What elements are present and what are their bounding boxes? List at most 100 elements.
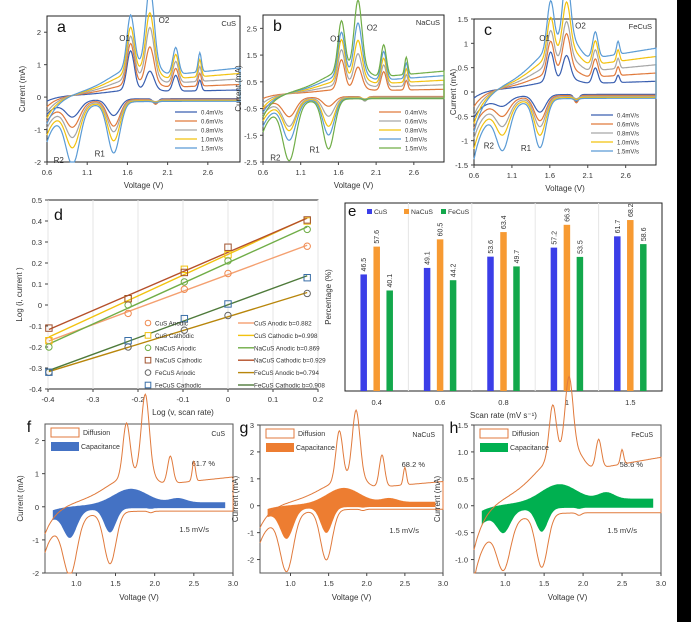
data-point-NaCuS Anodic bbox=[224, 257, 232, 265]
y-tick-label: 0 bbox=[37, 93, 41, 102]
x-tick-label: 1.6 bbox=[545, 171, 555, 180]
y-tick-label: 3 bbox=[250, 421, 254, 430]
fit-line-FeCuS Anodic bbox=[48, 291, 308, 373]
x-tick-label: 1.0 bbox=[500, 579, 510, 588]
panel-a: -2 -1 0 1 2 0.6 1.1 1.6 2.1 2.6 Voltage (V) Current… bbox=[18, 0, 241, 190]
x-tick-label: 2.0 bbox=[149, 579, 159, 588]
legend-label: 1.5mV/s bbox=[617, 150, 639, 156]
panel-label: g bbox=[240, 420, 249, 437]
y-axis-label: Current (mA) bbox=[433, 476, 442, 523]
cv-curve-1.5mV/s bbox=[262, 0, 445, 162]
data-point-NaCuS Anodic bbox=[180, 278, 189, 286]
x-tick-label: 1.5 bbox=[539, 579, 549, 588]
legend-label: Capacitance bbox=[81, 444, 120, 451]
bar-value-label: 49.7 bbox=[514, 250, 521, 264]
material-label: CuS bbox=[211, 431, 225, 438]
legend-swatch-capacitance bbox=[480, 443, 508, 452]
legend-label: Capacitance bbox=[296, 445, 335, 452]
legend-swatch-capacitance bbox=[266, 443, 294, 452]
x-tick-label: 0.4 bbox=[371, 398, 381, 407]
panel-label: h bbox=[450, 420, 459, 437]
diffusion-outline bbox=[473, 375, 662, 574]
x-axis-label: Scan rate (mV s⁻¹) bbox=[470, 411, 537, 420]
data-point-NaCuS Anodic bbox=[45, 343, 53, 351]
legend-label: Diffusion bbox=[512, 431, 539, 438]
material-label: NaCuS bbox=[412, 432, 435, 439]
legend-label: 1.5mV/s bbox=[201, 147, 223, 153]
peak-label-R2: R2 bbox=[484, 142, 495, 151]
y-tick-label: 1.5 bbox=[458, 15, 468, 24]
x-tick-label: 1.5 bbox=[323, 579, 333, 588]
fit-line-CuS Cathodic bbox=[48, 217, 308, 338]
y-tick-label: -1 bbox=[32, 536, 39, 545]
x-tick-label: 2.1 bbox=[162, 168, 172, 177]
data-point-FeCuS Cathodic bbox=[180, 314, 189, 323]
data-point-FeCuS Cathodic bbox=[303, 274, 311, 282]
x-tick-label: 3.0 bbox=[438, 579, 448, 588]
legend-label: 0.4mV/s bbox=[405, 111, 427, 117]
bar-value-label: 58.6 bbox=[641, 227, 648, 241]
legend-marker bbox=[144, 381, 152, 389]
legend-label: Capacitance bbox=[510, 445, 549, 452]
x-tick-label: 1.6 bbox=[122, 168, 132, 177]
x-axis-label: Voltage (V) bbox=[548, 593, 588, 602]
bar-FeCuS-0.8 bbox=[513, 266, 520, 391]
bar-NaCuS-1 bbox=[563, 224, 571, 391]
y-tick-label: -1 bbox=[34, 126, 41, 135]
capacitance-percent: 58.6 % bbox=[620, 460, 644, 469]
x-tick-label: 0.6 bbox=[469, 171, 479, 180]
x-tick-label: 0 bbox=[226, 395, 230, 404]
x-tick-label: 3.0 bbox=[656, 579, 666, 588]
x-tick-label: 0.2 bbox=[313, 395, 323, 404]
material-label: FeCuS bbox=[631, 432, 653, 439]
diffusion-outline bbox=[259, 409, 444, 573]
legend-label: 1.0mV/s bbox=[617, 141, 639, 147]
bar-value-label: 60.5 bbox=[438, 223, 445, 237]
x-tick-label: 1.1 bbox=[82, 168, 92, 177]
scan-rate-label: 1.5 mV/s bbox=[389, 526, 419, 535]
capacitance-area bbox=[52, 488, 226, 538]
legend-marker bbox=[144, 344, 152, 352]
peak-label-R2: R2 bbox=[54, 156, 65, 165]
material-label: CuS bbox=[221, 19, 236, 28]
material-label: FeCuS bbox=[629, 22, 652, 31]
bar-value-label: 46.5 bbox=[361, 258, 368, 272]
bar-FeCuS-1 bbox=[576, 256, 584, 391]
y-axis-label: Log (i, current ) bbox=[15, 267, 24, 322]
legend-label: 0.8mV/s bbox=[617, 132, 639, 138]
y-tick-label: 1 bbox=[464, 39, 468, 48]
y-tick-label: 0.5 bbox=[247, 78, 257, 87]
legend-fit-label: NaCuS Anodic b=0.869 bbox=[254, 345, 320, 352]
y-tick-label: -0.5 bbox=[244, 105, 257, 114]
x-axis-label: Voltage (V) bbox=[332, 593, 372, 602]
y-tick-label: -0.5 bbox=[455, 529, 468, 538]
y-tick-label: 1 bbox=[35, 470, 39, 479]
legend-marker bbox=[144, 369, 152, 376]
y-tick-label: 0.3 bbox=[32, 238, 42, 247]
legend-label: NaCuS Anodic bbox=[155, 345, 196, 352]
y-axis-label: Current (mA) bbox=[16, 475, 25, 522]
legend-fit-label: FeCuS Cathodic b=0.908 bbox=[254, 383, 325, 390]
legend-label: 0.8mV/s bbox=[405, 129, 427, 135]
x-tick-label: 2.0 bbox=[578, 579, 588, 588]
x-tick-label: 1.1 bbox=[507, 171, 517, 180]
scan-rate-label: 1.5 mV/s bbox=[179, 525, 209, 534]
data-point-NaCuS Cathodic bbox=[45, 324, 53, 332]
capacitance-area bbox=[481, 484, 654, 534]
bar-FeCuS-0.6 bbox=[449, 280, 457, 391]
y-tick-label: 2.5 bbox=[247, 24, 257, 33]
legend-label: 0.8mV/s bbox=[201, 129, 223, 135]
panel-d: -0.4 -0.3 -0.2 -0.1 0 0.1 0.2 -0.4 -0.3 -0.2 -0.1 0… bbox=[15, 196, 326, 417]
x-tick-label: -0.1 bbox=[177, 395, 190, 404]
bar-value-label: 49.1 bbox=[425, 251, 432, 265]
x-tick-label: 3.0 bbox=[228, 579, 238, 588]
y-tick-label: -0.4 bbox=[29, 385, 42, 394]
legend-fit-label: CuS Cathodic b=0.998 bbox=[254, 333, 318, 340]
bar-value-label: 44.2 bbox=[451, 263, 458, 277]
x-axis-label: Voltage (V) bbox=[119, 593, 159, 602]
y-tick-label: -1 bbox=[461, 137, 468, 146]
y-tick-label: -0.2 bbox=[29, 343, 42, 352]
x-tick-label: 0.6 bbox=[435, 398, 445, 407]
y-axis-label: Current (mA) bbox=[231, 476, 240, 523]
bar-value-label: 57.6 bbox=[374, 230, 381, 244]
